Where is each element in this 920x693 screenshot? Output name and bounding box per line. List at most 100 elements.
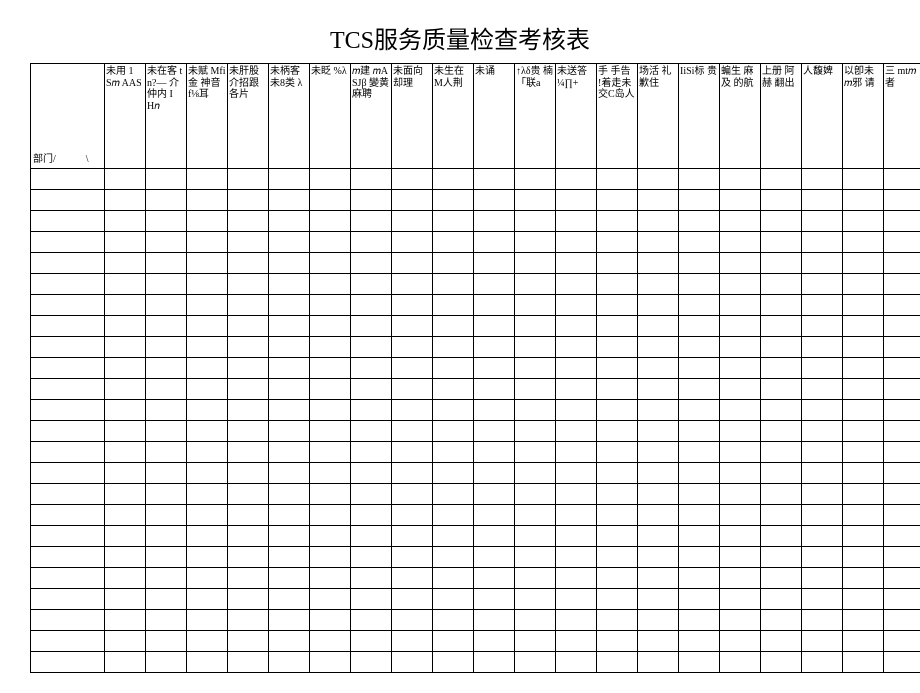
table-cell <box>515 505 556 526</box>
table-cell <box>638 421 679 442</box>
table-cell <box>679 610 720 631</box>
table-cell <box>269 232 310 253</box>
table-cell <box>638 337 679 358</box>
table-cell <box>474 652 515 673</box>
table-cell <box>433 190 474 211</box>
table-cell <box>310 400 351 421</box>
table-cell <box>474 484 515 505</box>
table-cell <box>146 379 187 400</box>
table-cell <box>597 526 638 547</box>
table-cell <box>843 442 884 463</box>
table-cell <box>884 211 920 232</box>
table-cell <box>474 169 515 190</box>
table-cell <box>228 295 269 316</box>
table-cell <box>597 610 638 631</box>
column-header: 未在客 tn?— 介仲内 IH𝑛 <box>146 64 187 169</box>
table-cell <box>351 253 392 274</box>
table-cell <box>802 484 843 505</box>
table-cell <box>720 379 761 400</box>
table-cell <box>105 400 146 421</box>
table-cell <box>433 274 474 295</box>
table-cell <box>638 505 679 526</box>
table-cell <box>679 589 720 610</box>
table-cell <box>310 421 351 442</box>
table-cell <box>515 211 556 232</box>
table-cell <box>105 337 146 358</box>
table-cell <box>556 274 597 295</box>
column-header: 未面向 却理 <box>392 64 433 169</box>
table-cell <box>884 547 920 568</box>
table-cell <box>638 589 679 610</box>
table-cell <box>638 169 679 190</box>
table-cell <box>146 358 187 379</box>
row-label-cell <box>31 526 105 547</box>
table-cell <box>392 379 433 400</box>
table-cell <box>843 610 884 631</box>
table-cell <box>679 400 720 421</box>
table-cell <box>515 589 556 610</box>
table-cell <box>802 358 843 379</box>
table-cell <box>433 400 474 421</box>
table-cell <box>679 421 720 442</box>
table-cell <box>146 337 187 358</box>
table-cell <box>105 652 146 673</box>
table-cell <box>474 190 515 211</box>
table-cell <box>433 316 474 337</box>
table-cell <box>802 295 843 316</box>
table-cell <box>802 526 843 547</box>
row-label-cell <box>31 442 105 463</box>
table-cell <box>843 337 884 358</box>
table-cell <box>474 463 515 484</box>
table-cell <box>310 463 351 484</box>
table-cell <box>474 316 515 337</box>
table-cell <box>310 169 351 190</box>
table-cell <box>187 610 228 631</box>
table-cell <box>351 337 392 358</box>
table-cell <box>269 211 310 232</box>
table-cell <box>105 463 146 484</box>
table-cell <box>228 400 269 421</box>
table-cell <box>228 316 269 337</box>
table-cell <box>802 190 843 211</box>
column-header: 以卽未 𝑚邪 请 <box>843 64 884 169</box>
table-cell <box>474 526 515 547</box>
table-cell <box>802 232 843 253</box>
table-cell <box>474 505 515 526</box>
table-cell <box>269 316 310 337</box>
table-row <box>31 358 920 379</box>
table-cell <box>146 484 187 505</box>
table-cell <box>515 274 556 295</box>
table-cell <box>761 379 802 400</box>
table-cell <box>351 484 392 505</box>
table-cell <box>802 568 843 589</box>
table-cell <box>392 358 433 379</box>
table-cell <box>843 169 884 190</box>
table-cell <box>228 169 269 190</box>
table-cell <box>884 316 920 337</box>
table-cell <box>351 295 392 316</box>
table-cell <box>556 442 597 463</box>
table-cell <box>638 631 679 652</box>
table-cell <box>187 652 228 673</box>
table-cell <box>392 295 433 316</box>
table-cell <box>105 589 146 610</box>
table-cell <box>638 547 679 568</box>
table-cell <box>433 568 474 589</box>
table-cell <box>556 295 597 316</box>
table-cell <box>720 190 761 211</box>
table-cell <box>228 232 269 253</box>
table-cell <box>802 337 843 358</box>
table-cell <box>269 169 310 190</box>
table-cell <box>392 442 433 463</box>
table-cell <box>392 253 433 274</box>
table-cell <box>146 211 187 232</box>
table-cell <box>720 547 761 568</box>
table-cell <box>679 568 720 589</box>
table-cell <box>187 505 228 526</box>
table-cell <box>392 484 433 505</box>
table-cell <box>556 211 597 232</box>
table-cell <box>351 400 392 421</box>
row-label-cell <box>31 652 105 673</box>
table-cell <box>884 169 920 190</box>
table-cell <box>720 442 761 463</box>
